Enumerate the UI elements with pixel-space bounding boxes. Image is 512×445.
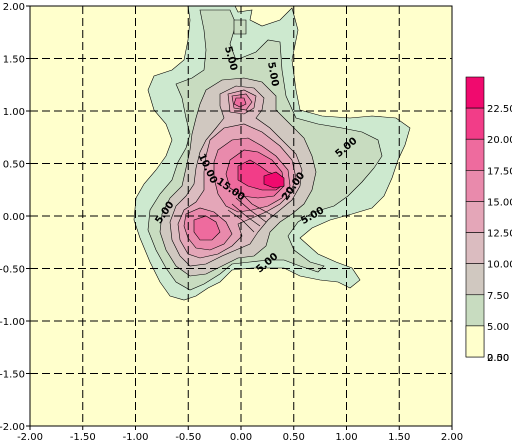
legend-label: 12.50 [487, 229, 512, 240]
legend-swatch [465, 107, 485, 140]
legend-swatch [465, 325, 485, 358]
legend-label: 2.50 [487, 353, 509, 364]
legend-swatch [465, 263, 485, 296]
x-tick-label: 2.00 [441, 432, 463, 443]
legend-label: 22.50 [487, 104, 512, 115]
legend-label: 5.00 [487, 322, 509, 333]
legend-label: 15.00 [487, 197, 512, 208]
legend-label: 10.00 [487, 260, 512, 271]
legend-label: 17.50 [487, 166, 512, 177]
y-tick-label: 1.00 [3, 107, 25, 118]
legend-swatch [465, 170, 485, 202]
legend-swatch [465, 232, 485, 264]
contour-label: 5.00 [265, 61, 280, 87]
legend-swatch [465, 138, 485, 171]
y-tick-label: 2.00 [3, 2, 25, 13]
x-tick-label: 1.50 [388, 432, 410, 443]
legend-swatch [465, 201, 485, 233]
legend-swatch [465, 294, 485, 327]
contour-fills [133, 6, 411, 301]
x-tick-label: 1.00 [335, 432, 357, 443]
legend: 22.50 20.00 17.50 15.00 12.50 10.00 7.50 5.00 2.… [465, 76, 512, 364]
axis-ticks: -2.00 -1.50 -1.00 -0.50 0.00 0.50 1.00 1.50 2.00… [0, 2, 463, 443]
legend-label: 7.50 [487, 291, 509, 302]
x-tick-label: 0.50 [283, 432, 305, 443]
x-tick-label: 0.00 [230, 432, 252, 443]
x-tick-label: -1.50 [70, 432, 96, 443]
y-tick-label: 0.50 [3, 160, 25, 171]
y-tick-label: -1.00 [0, 317, 25, 328]
contour-detail-lines [227, 191, 279, 233]
y-tick-label: -0.50 [0, 265, 25, 276]
y-tick-label: 0.00 [3, 212, 25, 223]
x-tick-label: -2.00 [17, 432, 43, 443]
y-tick-label: -1.50 [0, 370, 25, 381]
x-tick-label: -0.50 [175, 432, 201, 443]
peak-marker-top [233, 19, 247, 35]
y-tick-label: -2.00 [0, 422, 25, 433]
y-tick-label: 1.50 [3, 55, 25, 66]
legend-swatch [465, 76, 485, 109]
legend-label: 0.00 [487, 353, 509, 364]
grid-lines [30, 6, 452, 426]
contour-region-22.5 [263, 171, 285, 189]
x-tick-label: -1.00 [123, 432, 149, 443]
legend-label: 20.00 [487, 135, 512, 146]
